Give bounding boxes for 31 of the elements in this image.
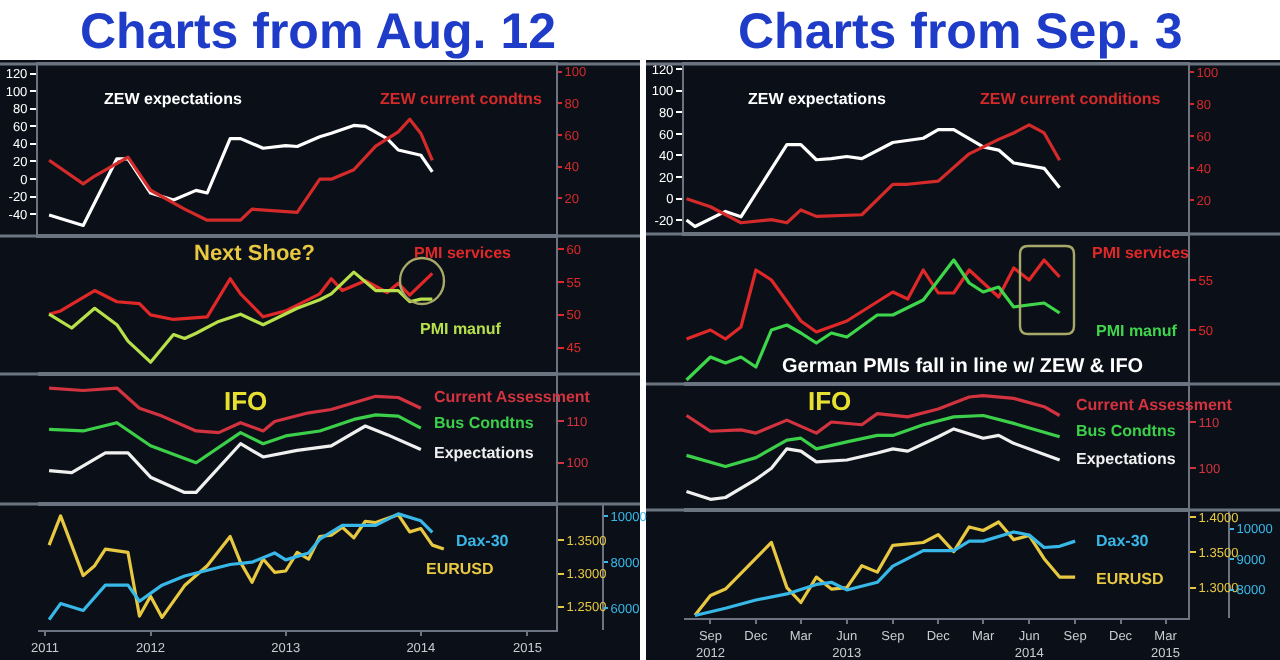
line-series (47, 386, 423, 435)
series-label: ZEW current condtns (380, 90, 543, 108)
series-label: Dax-30 (1096, 532, 1150, 550)
text: PMI manuf (1096, 322, 1178, 340)
text: ZEW expectations (748, 90, 887, 108)
series-label: Bus Condtns (1076, 422, 1177, 440)
series-label: PMI services (414, 244, 513, 262)
line-series (684, 393, 1062, 435)
annotation: German PMIs fall in line w/ ZEW & IFO (782, 356, 1144, 378)
text: ZEW current conditions (980, 90, 1162, 108)
annotation: IFO (808, 386, 852, 416)
series-label: EURUSD (426, 560, 495, 578)
annotation: Next Shoe? (194, 242, 316, 266)
series-label: Dax-30 (456, 532, 510, 550)
chart-title: Charts from Sep. 3 (738, 4, 1183, 60)
series-label: PMI manuf (420, 320, 502, 338)
series-label: Current Assessment (1076, 396, 1233, 414)
series-label: Expectations (1076, 450, 1177, 468)
line-series (684, 427, 1062, 501)
series-label: Bus Condtns (434, 414, 535, 432)
series-label: Expectations (434, 444, 535, 462)
line-series (47, 424, 423, 495)
series-label: ZEW expectations (104, 90, 243, 108)
annotation: IFO (224, 386, 268, 416)
series-label: Current Assessment (434, 388, 591, 406)
line-series (684, 258, 1062, 341)
chart-title: Charts from Aug. 12 (80, 4, 557, 60)
line-series (684, 413, 1062, 469)
text: PMI services (1092, 244, 1191, 262)
line-series (47, 413, 423, 465)
series-label: EURUSD (1096, 570, 1165, 588)
